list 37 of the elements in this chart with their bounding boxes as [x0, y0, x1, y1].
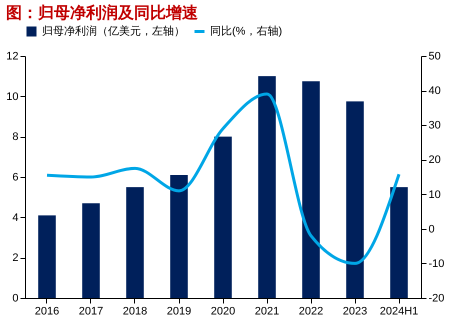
y-tick-label: 2 — [12, 252, 18, 264]
x-tick-label: 2023 — [342, 306, 368, 318]
bar — [214, 136, 232, 298]
x-tick-label: 2019 — [166, 306, 192, 318]
y2-tick-label: 40 — [428, 85, 441, 98]
y2-tick-label: 30 — [428, 120, 441, 132]
x-tick-label: 2020 — [210, 306, 236, 318]
y-tick-label: 6 — [12, 172, 18, 184]
y-tick-label: 10 — [6, 90, 18, 103]
bar — [302, 81, 320, 298]
x-tick-label: 2024H1 — [380, 306, 418, 318]
line-series — [46, 92, 400, 265]
chart-title: 图：归母净利润及同比增速 — [6, 4, 199, 22]
x-tick-label: 2016 — [34, 306, 60, 318]
bar — [126, 187, 144, 298]
legend-label: 归母净利润（亿美元，左轴） — [42, 24, 185, 38]
x-tick-label: 2017 — [78, 306, 104, 318]
x-tick-label: 2021 — [254, 306, 280, 318]
legend-label: 同比(%，右轴) — [210, 24, 282, 38]
y-tick-label: 8 — [12, 131, 18, 144]
y2-tick-label: 20 — [428, 154, 441, 166]
x-tick-label: 2022 — [298, 306, 324, 318]
bar — [38, 215, 56, 298]
bar — [390, 187, 408, 298]
y-tick-label: 0 — [12, 292, 18, 304]
y2-tick-label: -10 — [428, 258, 444, 270]
y2-tick-label: 10 — [428, 188, 441, 201]
x-tick-label: 2018 — [122, 306, 148, 318]
bar — [82, 203, 100, 298]
y-tick-label: 12 — [6, 50, 18, 62]
y2-tick-label: -20 — [428, 292, 444, 304]
bar — [258, 76, 276, 298]
y2-tick-label: 50 — [428, 50, 441, 62]
y2-tick-label: 0 — [428, 223, 435, 236]
bar — [170, 174, 188, 298]
y-tick-label: 4 — [12, 212, 18, 224]
bar — [346, 101, 364, 298]
